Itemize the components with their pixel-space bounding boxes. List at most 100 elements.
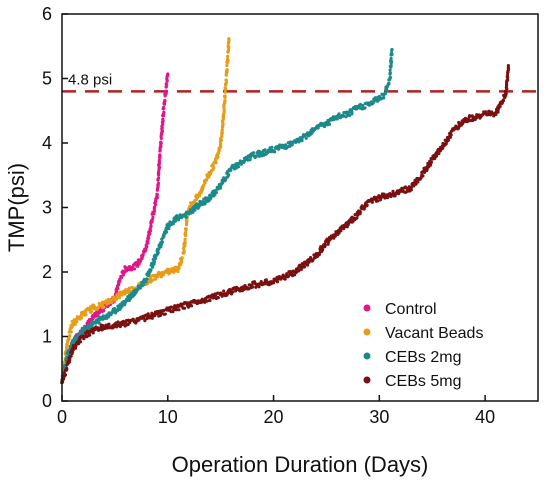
data-point (219, 138, 223, 142)
data-point (448, 135, 453, 139)
data-point (297, 269, 301, 273)
data-point (182, 306, 187, 310)
data-point (218, 142, 223, 146)
data-point (163, 99, 167, 103)
y-tick-label: 0 (42, 391, 52, 411)
data-point (214, 160, 218, 165)
data-point (348, 113, 352, 118)
data-point (222, 289, 226, 293)
data-point (339, 229, 343, 233)
data-point (76, 342, 81, 346)
data-point (159, 141, 163, 145)
data-point (222, 109, 226, 113)
data-point (148, 227, 152, 231)
data-point (65, 343, 69, 348)
data-point (270, 145, 274, 149)
data-point (152, 260, 156, 264)
data-point (389, 56, 393, 61)
data-point (91, 331, 95, 335)
data-point (184, 230, 188, 234)
data-point (165, 230, 169, 234)
data-point (220, 134, 224, 138)
data-point (184, 228, 188, 232)
data-point (221, 115, 225, 119)
data-point (160, 129, 165, 133)
data-point (263, 282, 267, 286)
data-point (158, 313, 163, 318)
x-axis-title: Operation Duration (Days) (172, 452, 429, 477)
data-point (154, 277, 158, 281)
data-point (99, 326, 103, 330)
data-point (205, 177, 209, 181)
data-point (69, 330, 73, 334)
data-point (227, 46, 231, 50)
data-point (258, 150, 262, 154)
data-point (151, 215, 155, 219)
data-point (146, 241, 150, 245)
data-point (225, 68, 229, 72)
data-point (218, 185, 223, 189)
data-point (78, 340, 83, 344)
data-point (132, 267, 137, 271)
data-point (69, 354, 73, 358)
data-point (259, 279, 263, 284)
data-point (89, 309, 94, 313)
data-point (263, 148, 267, 152)
data-point (254, 154, 258, 158)
data-point (382, 192, 386, 196)
y-tick-label: 3 (42, 198, 52, 218)
data-point (429, 160, 433, 164)
data-point (223, 94, 227, 98)
data-point (197, 194, 202, 198)
data-point (323, 244, 327, 248)
data-point (389, 63, 393, 68)
data-point (88, 333, 92, 337)
data-point (84, 313, 88, 317)
data-point (177, 308, 181, 312)
data-point (103, 326, 107, 331)
data-point (353, 213, 357, 217)
data-point (156, 181, 161, 186)
x-tick-label: 0 (57, 407, 67, 427)
data-point (317, 252, 321, 256)
data-point (97, 321, 101, 325)
legend-marker (363, 376, 371, 384)
data-point (90, 323, 94, 328)
data-point (257, 285, 261, 289)
legend-label: CEBs 2mg (385, 349, 461, 366)
x-tick-label: 30 (369, 407, 389, 427)
y-tick-label: 1 (42, 327, 52, 347)
data-point (79, 316, 84, 320)
legend-marker (363, 328, 371, 336)
data-point (162, 234, 166, 239)
data-point (186, 305, 191, 309)
data-point (209, 194, 214, 198)
data-point (358, 210, 362, 214)
data-point (251, 151, 256, 155)
reference-line-group: 4.8 psi (62, 71, 538, 93)
data-point (322, 125, 327, 129)
data-point (390, 51, 394, 55)
x-axis-ticks: 0 10 20 30 40 (57, 395, 495, 427)
y-tick-label: 4 (42, 133, 52, 153)
data-point (163, 312, 167, 316)
data-point (496, 110, 500, 114)
data-point (155, 192, 159, 196)
data-point (425, 167, 429, 171)
data-point (75, 319, 79, 324)
data-point (214, 293, 218, 297)
data-point (171, 222, 175, 226)
data-point (180, 256, 184, 260)
data-point (169, 305, 174, 309)
data-point (390, 47, 394, 52)
data-point (65, 366, 69, 371)
data-point (441, 146, 445, 150)
data-point (151, 278, 155, 282)
data-point (363, 106, 367, 110)
data-point (283, 277, 287, 281)
data-point (225, 54, 230, 59)
data-point (153, 256, 158, 260)
data-point (365, 203, 369, 207)
data-point (107, 322, 111, 326)
